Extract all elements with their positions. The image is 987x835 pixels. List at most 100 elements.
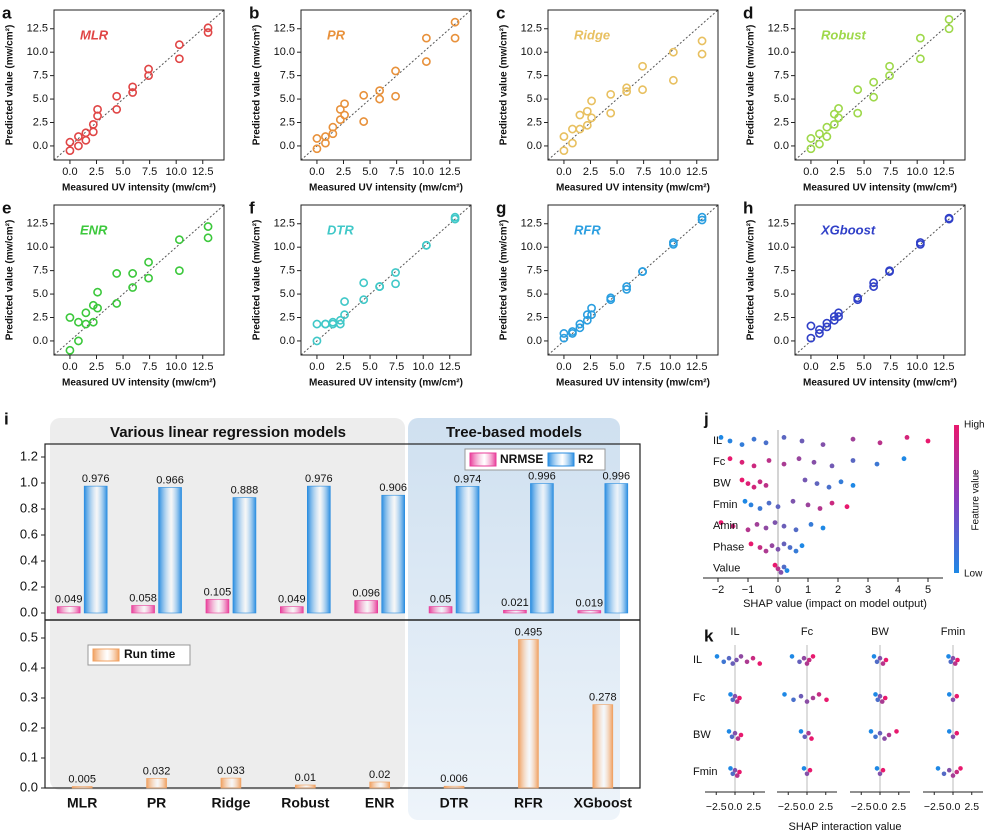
point: [174, 266, 184, 276]
point: [885, 266, 894, 276]
y-tick-label: 2.5: [33, 116, 48, 128]
shap-dot: [742, 498, 748, 504]
shap-dot: [950, 697, 956, 703]
y-tick-label: 0.6: [20, 526, 38, 541]
point: [822, 322, 832, 332]
shap-dot: [844, 504, 850, 510]
shap-dot: [763, 440, 769, 446]
point: [450, 17, 460, 27]
y-tick-label: 0.0: [33, 335, 48, 347]
x-tick-label: 0.0: [800, 801, 815, 813]
shap-dot: [946, 767, 952, 773]
x-axis-label: Measured UV intensity (mw/cm²): [556, 183, 710, 194]
y-tick-label: 0.5: [20, 629, 38, 644]
x-tick-label: 0.0: [62, 166, 77, 178]
point: [853, 293, 863, 303]
point: [834, 104, 843, 113]
x-tick-label: 10.0: [412, 166, 433, 178]
point: [335, 319, 345, 329]
plot-frame: [300, 204, 472, 356]
point: [575, 110, 585, 120]
x-tick-label: 1: [805, 584, 811, 596]
shap-dot: [732, 730, 738, 736]
y-tick-label: 0.0: [280, 335, 295, 347]
shap-dot: [816, 692, 822, 697]
shap-dot: [775, 546, 781, 552]
shap-dot: [894, 729, 899, 734]
x-tick-label: 12.5: [439, 166, 460, 178]
row-label: IL: [693, 654, 702, 666]
x-tick-label: 12.5: [686, 166, 707, 178]
bar: [443, 785, 465, 789]
category-label: DTR: [440, 795, 469, 811]
point: [587, 303, 596, 313]
point: [203, 23, 213, 33]
legend-label: NRMSE: [500, 452, 543, 466]
feature-label: Fc: [713, 456, 726, 468]
y-tick-label: 0.4: [20, 552, 38, 567]
x-axis-label: SHAP interaction value: [789, 821, 902, 833]
x-tick-label: 7.5: [883, 361, 898, 373]
point: [822, 132, 832, 141]
bar: [455, 486, 480, 614]
shap-dot: [738, 654, 744, 659]
bar: [158, 487, 182, 614]
shap-dot: [829, 500, 835, 506]
y-tick-label: 5.0: [280, 93, 295, 105]
column-label: Fc: [801, 626, 814, 638]
shap-dot: [880, 767, 886, 773]
y-tick-label: 7.5: [527, 70, 542, 82]
identity-line: [53, 204, 225, 356]
y-tick-label: 5.0: [774, 93, 789, 105]
model-title: ENR: [80, 222, 108, 237]
y-tick-label: 10.0: [521, 46, 542, 58]
y-tick-label: 12.5: [27, 23, 48, 35]
point: [568, 138, 577, 148]
shap-dot: [877, 771, 883, 777]
bar: [592, 704, 614, 789]
x-tick-label: 7.5: [389, 166, 404, 178]
point: [450, 33, 460, 43]
x-tick-label: 7.5: [142, 361, 157, 373]
point: [144, 273, 153, 283]
point: [312, 336, 322, 346]
point: [88, 127, 98, 137]
x-tick-label: 0.0: [946, 801, 961, 813]
y-tick-label: 12.5: [274, 23, 295, 35]
shap-dot: [797, 659, 802, 665]
shap-dot: [798, 693, 804, 699]
bar: [56, 606, 81, 614]
shap-dot: [772, 520, 778, 525]
shap-dot: [810, 695, 816, 701]
x-tick-label: −2.5: [851, 801, 872, 813]
point: [697, 215, 707, 225]
panel-letter: f: [249, 198, 255, 217]
value-label: 0.105: [204, 586, 232, 598]
x-tick-label: 0.0: [873, 801, 888, 813]
x-tick-label: 10.0: [165, 166, 186, 178]
category-label: PR: [147, 795, 166, 811]
value-label: 0.005: [68, 773, 96, 785]
plot-frame: [794, 9, 966, 161]
y-tick-label: 10.0: [521, 241, 542, 253]
point: [112, 269, 122, 278]
shap-dot: [781, 461, 787, 467]
shap-dot: [784, 568, 790, 573]
shap-dot: [806, 730, 811, 736]
shap-dot: [775, 504, 781, 510]
shap-dot: [886, 732, 892, 738]
x-tick-label: 2.5: [818, 801, 833, 813]
shap-dot: [805, 502, 811, 508]
model-title: Robust: [821, 27, 866, 42]
group-title: Various linear regression models: [110, 424, 346, 441]
bar: [295, 784, 316, 789]
x-tick-label: 12.5: [933, 361, 954, 373]
point: [606, 293, 616, 303]
shap-dot: [735, 736, 741, 741]
x-tick-label: 0.0: [803, 361, 818, 373]
value-label: 0.058: [129, 592, 157, 604]
shap-dot: [748, 541, 754, 547]
shap-dot: [850, 458, 856, 463]
x-tick-label: 0.0: [803, 166, 818, 178]
model-title: DTR: [327, 222, 354, 237]
